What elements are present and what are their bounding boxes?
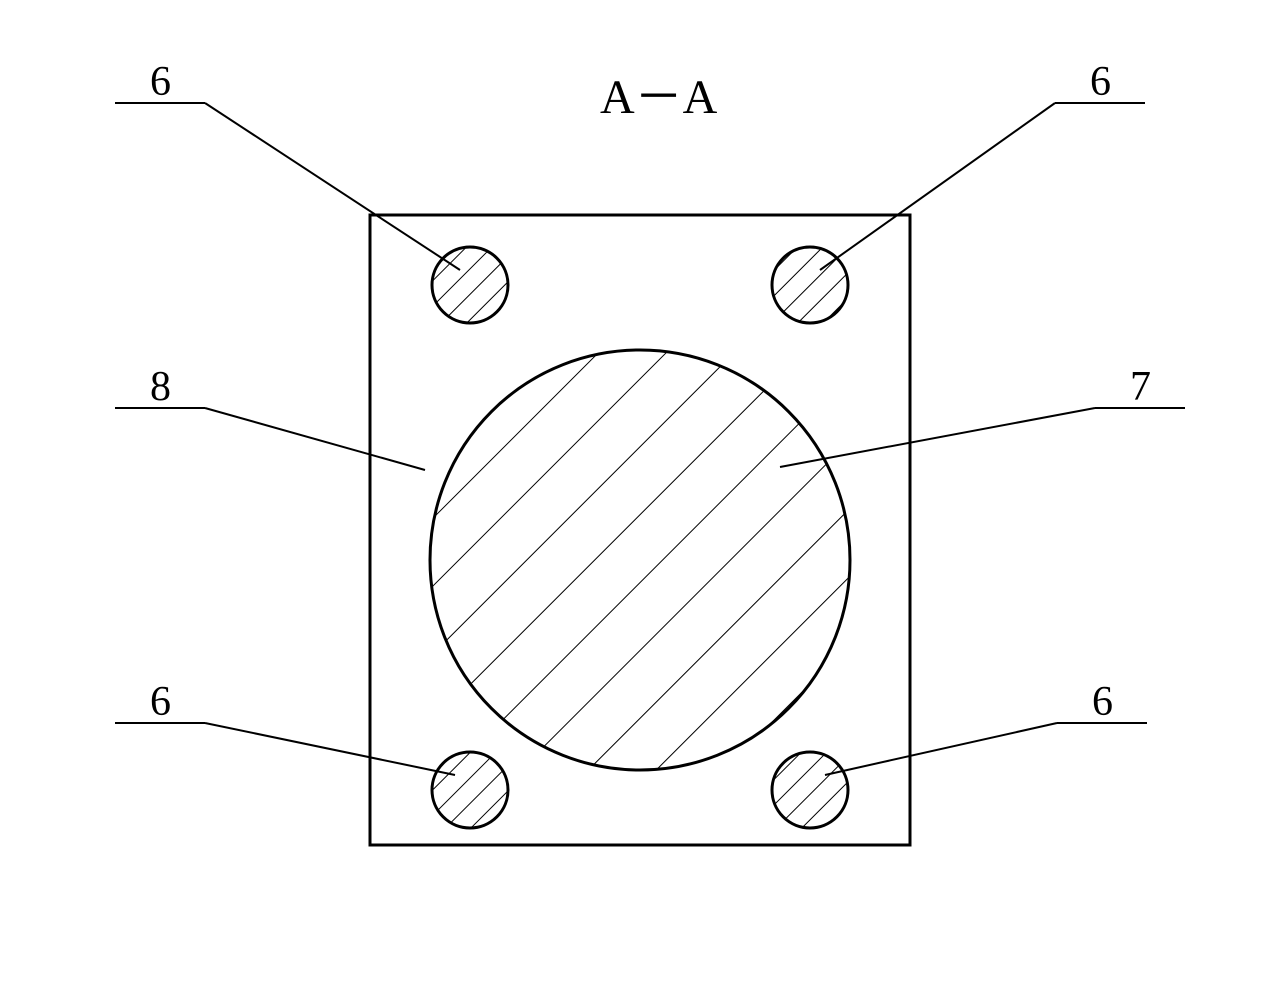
callout-leader-2 (205, 408, 425, 470)
callout-label-1: 6 (1090, 59, 1111, 105)
diagram-canvas: 6 6 8 7 6 6 (0, 0, 1267, 996)
center-boss (430, 350, 850, 770)
bolt-hole-br (772, 752, 848, 828)
callout-label-4: 6 (150, 679, 171, 725)
callout-leader-0 (205, 103, 460, 270)
callout-leader-5 (825, 723, 1057, 775)
bolt-hole-bl (432, 752, 508, 828)
section-title: A－A (600, 57, 717, 127)
callout-label-2: 8 (150, 364, 171, 410)
callout-leader-3 (780, 408, 1095, 467)
callout-leader-1 (820, 103, 1055, 270)
callout-label-0: 6 (150, 59, 171, 105)
callout-leader-4 (205, 723, 455, 775)
callout-label-3: 7 (1130, 364, 1151, 410)
callout-label-5: 6 (1092, 679, 1113, 725)
